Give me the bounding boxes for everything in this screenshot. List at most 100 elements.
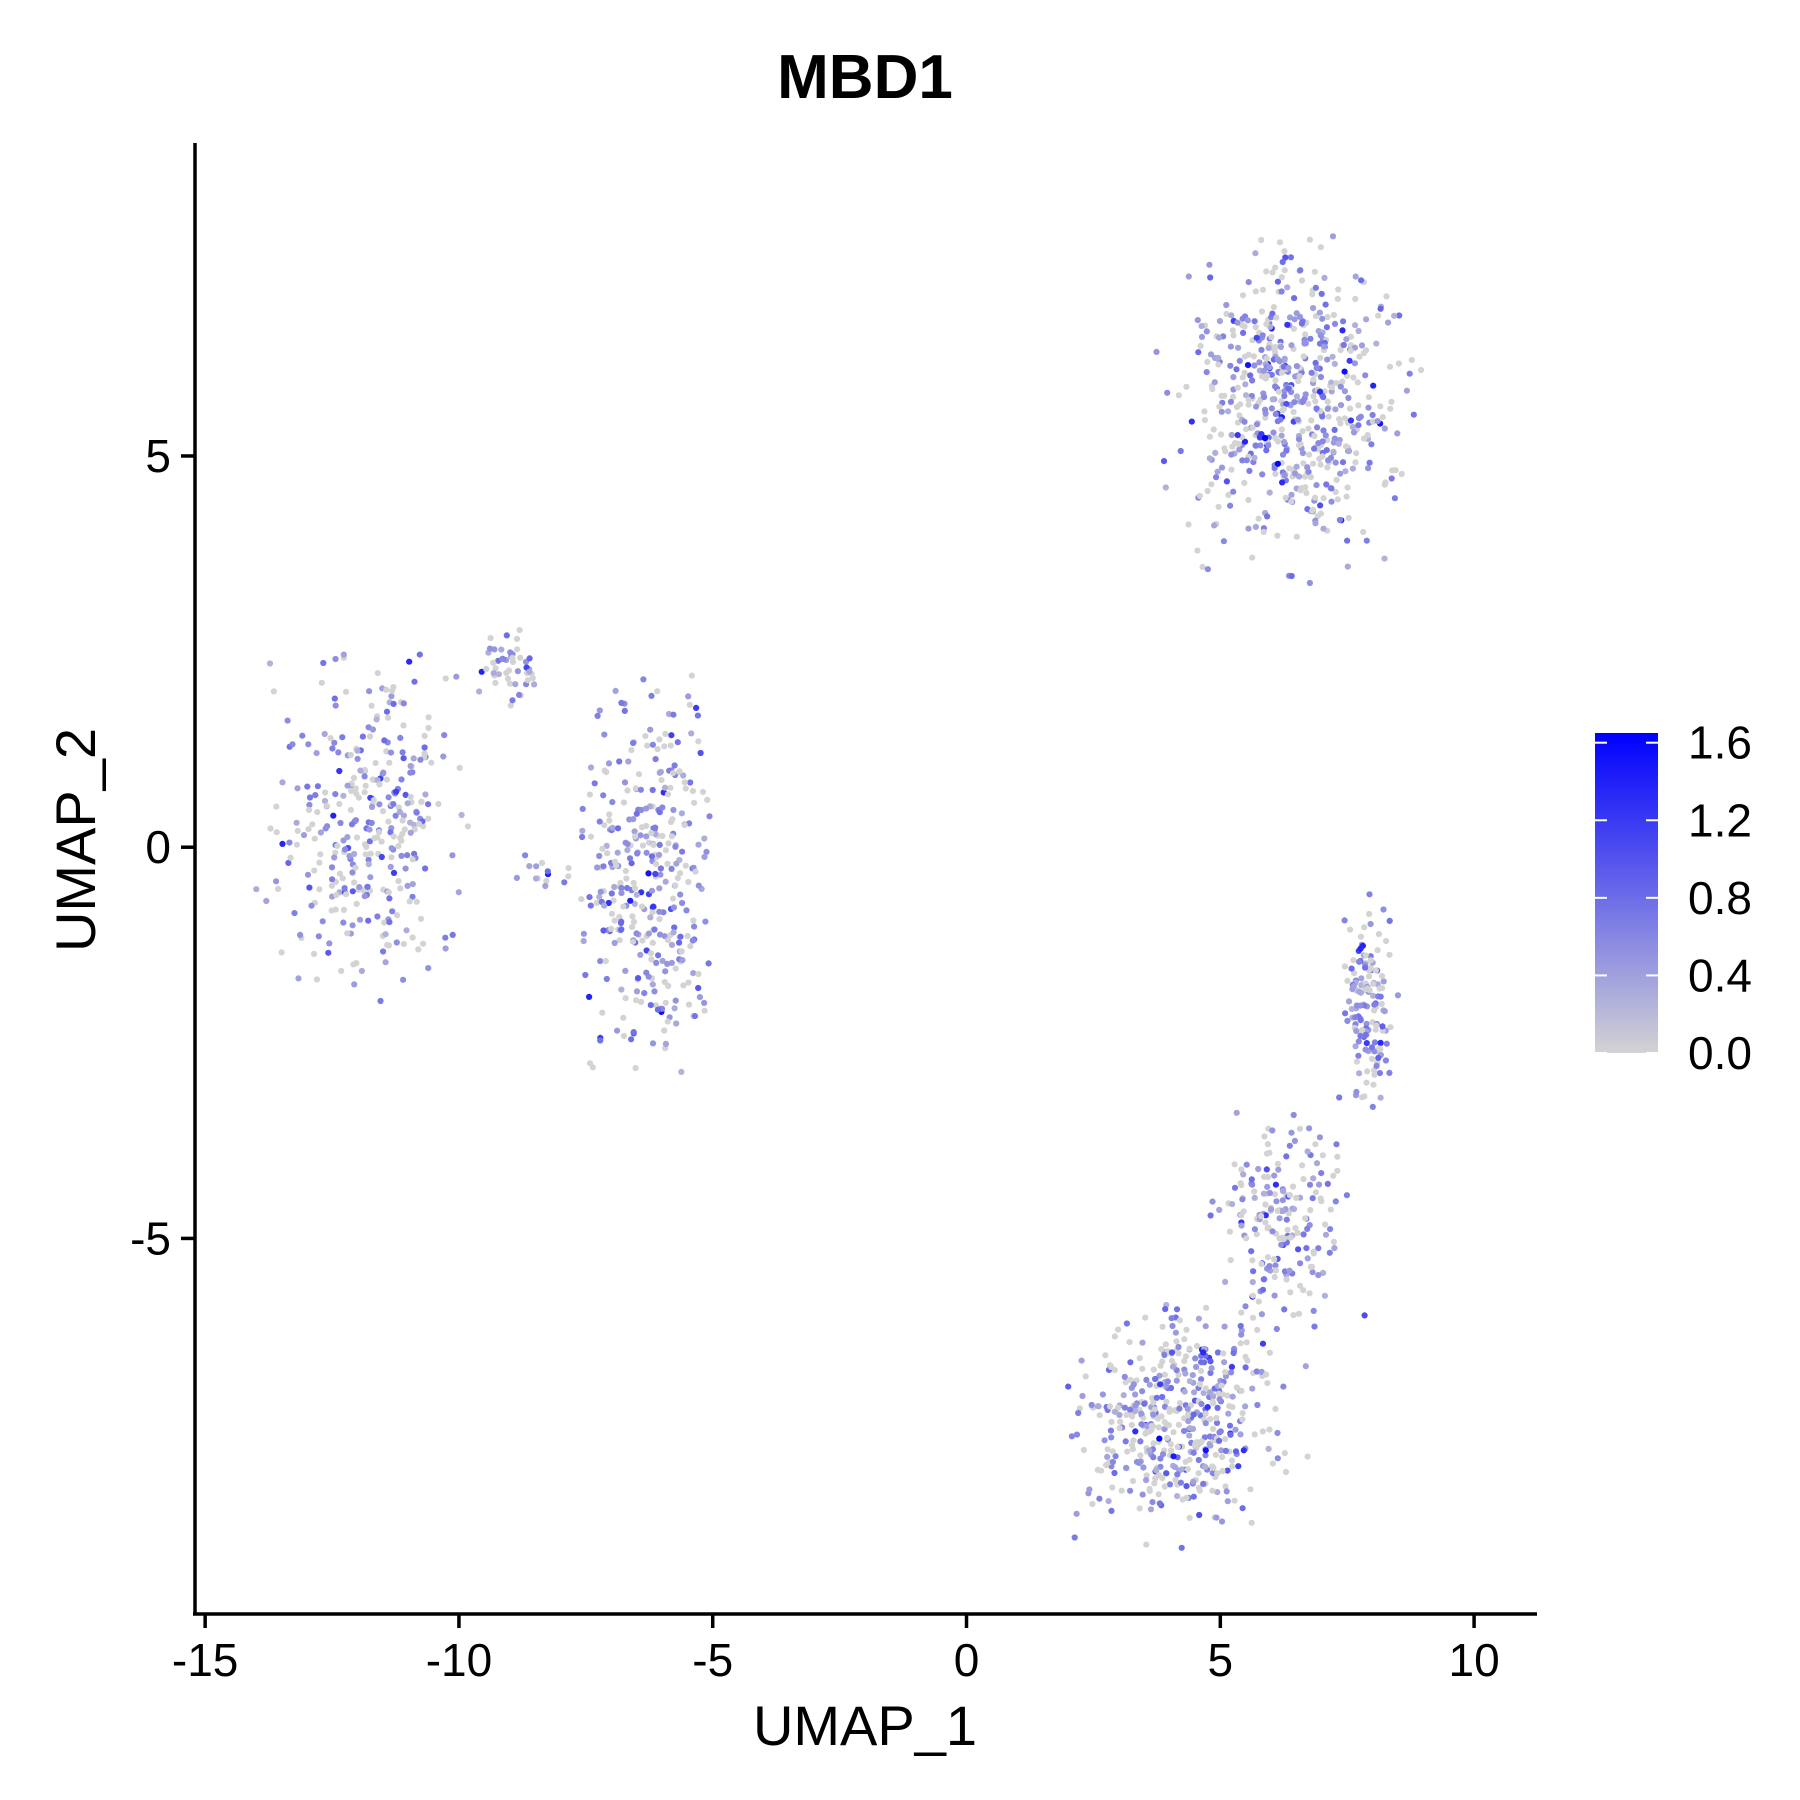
data-point: [647, 914, 654, 921]
data-point: [1262, 1201, 1269, 1208]
data-point: [1328, 485, 1335, 492]
data-point: [647, 726, 654, 733]
data-point: [1243, 1235, 1250, 1242]
data-point: [1394, 430, 1401, 437]
data-point: [1345, 394, 1352, 402]
data-point: [1282, 1468, 1290, 1476]
data-point: [492, 679, 499, 687]
data-point: [1316, 1181, 1323, 1188]
data-point: [383, 748, 390, 755]
data-point: [1194, 317, 1201, 324]
data-point: [376, 828, 383, 836]
data-point: [610, 897, 617, 904]
data-point: [1112, 1453, 1119, 1460]
data-point: [1132, 1408, 1139, 1415]
data-point: [366, 688, 373, 695]
data-point: [656, 769, 663, 776]
data-point: [1324, 398, 1331, 405]
data-point: [369, 776, 376, 783]
data-point: [1355, 988, 1362, 995]
data-point: [1194, 547, 1201, 554]
data-point: [1228, 451, 1235, 458]
data-point: [1106, 1403, 1114, 1410]
data-point: [1274, 1207, 1281, 1214]
data-point: [1319, 1152, 1326, 1159]
data-point: [1224, 1467, 1231, 1474]
data-point: [1278, 369, 1286, 376]
data-point: [1299, 398, 1306, 405]
data-point: [1186, 1514, 1193, 1521]
data-point: [1245, 496, 1252, 504]
data-point: [1376, 1045, 1383, 1052]
data-point: [616, 937, 623, 944]
data-point: [1280, 405, 1287, 412]
data-point: [425, 801, 432, 808]
data-point: [1198, 1359, 1205, 1366]
data-point: [1166, 1481, 1174, 1488]
data-point: [421, 744, 428, 751]
data-point: [1310, 1248, 1317, 1255]
data-point: [1358, 975, 1365, 982]
data-point: [361, 893, 368, 900]
data-point: [1209, 1469, 1216, 1477]
data-point: [1296, 373, 1303, 380]
data-point: [400, 700, 407, 707]
data-point: [507, 702, 514, 709]
data-point: [328, 907, 335, 914]
data-point: [1403, 387, 1410, 394]
data-point: [1280, 1188, 1287, 1195]
data-point: [295, 975, 302, 982]
data-point: [1305, 400, 1312, 407]
data-point: [1245, 401, 1252, 408]
data-point: [1324, 356, 1331, 363]
data-point: [1274, 460, 1281, 467]
data-point: [1357, 945, 1364, 952]
data-point: [490, 659, 497, 666]
data-point: [1213, 1419, 1221, 1426]
data-point: [1249, 554, 1256, 561]
data-point: [1231, 1184, 1239, 1191]
data-point: [642, 733, 649, 740]
data-point: [1290, 1206, 1298, 1213]
data-point: [1182, 1353, 1190, 1360]
data-point: [458, 811, 465, 819]
data-point: [1382, 1057, 1389, 1064]
data-point: [1141, 1400, 1148, 1407]
data-point: [1320, 525, 1327, 532]
data-point: [1319, 438, 1326, 445]
data-point: [516, 691, 523, 699]
data-point: [594, 864, 601, 871]
data-point: [526, 668, 533, 675]
data-point: [654, 688, 661, 695]
data-point: [1321, 1292, 1328, 1299]
data-point: [516, 627, 523, 634]
data-point: [1228, 431, 1235, 439]
data-point: [1163, 1398, 1170, 1405]
data-point: [688, 672, 695, 679]
data-point: [1156, 1500, 1163, 1507]
data-point: [1300, 1176, 1307, 1183]
data-point: [1239, 292, 1247, 299]
data-point: [664, 960, 671, 968]
data-point: [1239, 374, 1246, 381]
data-point: [1175, 392, 1182, 399]
data-point: [1366, 891, 1373, 898]
data-point: [1302, 1215, 1309, 1222]
data-point: [406, 658, 413, 665]
data-point: [680, 772, 687, 779]
data-point: [649, 909, 656, 916]
data-point: [1278, 274, 1285, 281]
data-point: [1218, 1382, 1225, 1389]
data-point: [1257, 442, 1264, 449]
data-point: [379, 808, 387, 815]
data-point: [1108, 1363, 1115, 1371]
data-point: [1261, 1173, 1268, 1180]
data-point: [1200, 1349, 1207, 1356]
data-point: [1352, 1043, 1359, 1050]
data-point: [1258, 308, 1266, 315]
data-point: [368, 702, 375, 709]
data-point: [1365, 394, 1372, 401]
data-point: [1288, 1129, 1295, 1136]
data-point: [1173, 1338, 1180, 1345]
data-point: [1247, 372, 1254, 379]
